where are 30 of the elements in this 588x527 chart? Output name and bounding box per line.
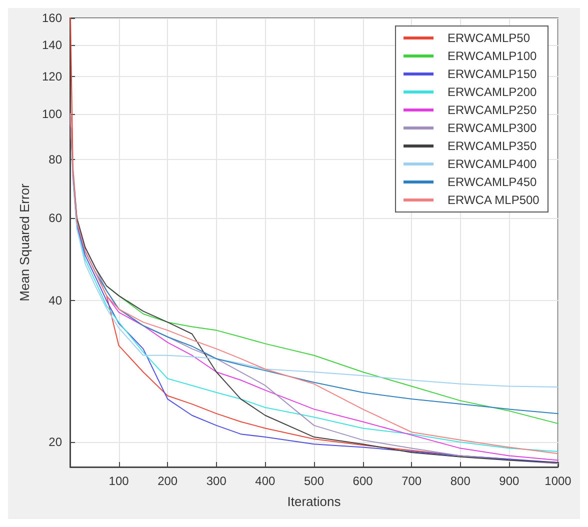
x-tick-label: 1000 — [544, 474, 572, 488]
x-tick-label: 700 — [402, 474, 422, 488]
legend-label: ERWCAMLP400 — [448, 157, 537, 171]
x-tick-label: 300 — [206, 474, 227, 488]
legend-label: ERWCAMLP250 — [448, 103, 537, 117]
x-tick-label: 400 — [255, 474, 276, 488]
y-tick-label: 120 — [42, 70, 62, 84]
y-tick-label: 40 — [48, 294, 62, 308]
legend-label: ERWCAMLP350 — [448, 139, 537, 153]
y-axis-title: Mean Squared Error — [17, 182, 32, 302]
legend-label: ERWCAMLP450 — [448, 175, 537, 189]
x-tick-label: 500 — [304, 474, 324, 488]
x-tick-label: 800 — [450, 474, 471, 488]
y-tick-label: 160 — [42, 11, 62, 25]
x-tick-label: 200 — [158, 474, 178, 488]
legend-label: ERWCAMLP100 — [448, 49, 537, 63]
legend-label: ERWCAMLP50 — [448, 31, 530, 45]
y-tick-label: 80 — [48, 152, 62, 166]
x-axis-title: Iterations — [287, 494, 342, 509]
legend-label: ERWCA MLP500 — [448, 193, 540, 207]
y-tick-label: 100 — [42, 106, 62, 121]
y-tick-label: 20 — [48, 435, 62, 450]
legend-label: ERWCAMLP150 — [448, 67, 537, 81]
x-tick-label: 900 — [499, 474, 520, 488]
y-tick-label: 140 — [42, 38, 62, 52]
legend-label: ERWCAMLP300 — [448, 121, 537, 135]
x-tick-label: 100 — [108, 474, 130, 488]
x-tick-label: 600 — [352, 474, 374, 488]
legend-label: ERWCAMLP200 — [448, 85, 537, 99]
y-tick-label: 60 — [48, 211, 62, 226]
